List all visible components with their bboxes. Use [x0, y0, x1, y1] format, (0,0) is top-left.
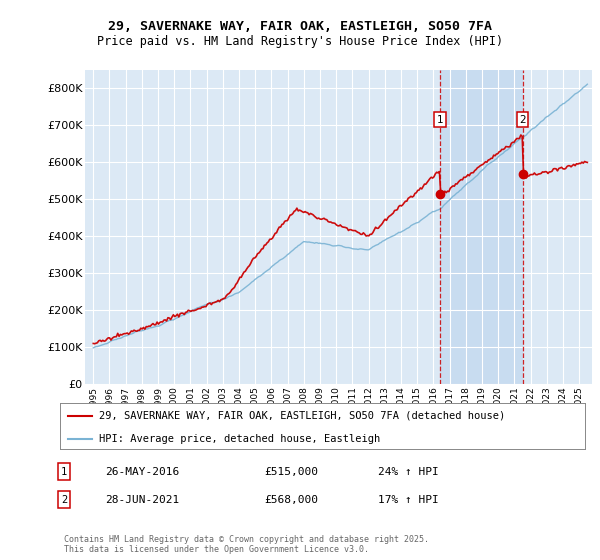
Text: Contains HM Land Registry data © Crown copyright and database right 2025.
This d: Contains HM Land Registry data © Crown c…	[64, 535, 429, 554]
Text: £515,000: £515,000	[264, 466, 318, 477]
Text: 28-JUN-2021: 28-JUN-2021	[105, 494, 179, 505]
Text: 26-MAY-2016: 26-MAY-2016	[105, 466, 179, 477]
Text: 2: 2	[519, 115, 526, 125]
Text: 17% ↑ HPI: 17% ↑ HPI	[378, 494, 439, 505]
Text: Price paid vs. HM Land Registry's House Price Index (HPI): Price paid vs. HM Land Registry's House …	[97, 35, 503, 48]
Text: 1: 1	[61, 466, 67, 477]
Text: 2: 2	[61, 494, 67, 505]
Text: 1: 1	[437, 115, 443, 125]
Text: 24% ↑ HPI: 24% ↑ HPI	[378, 466, 439, 477]
Text: 29, SAVERNAKE WAY, FAIR OAK, EASTLEIGH, SO50 7FA (detached house): 29, SAVERNAKE WAY, FAIR OAK, EASTLEIGH, …	[100, 410, 506, 421]
Bar	[440, 70, 523, 384]
Text: £568,000: £568,000	[264, 494, 318, 505]
Text: 29, SAVERNAKE WAY, FAIR OAK, EASTLEIGH, SO50 7FA: 29, SAVERNAKE WAY, FAIR OAK, EASTLEIGH, …	[108, 20, 492, 32]
Text: HPI: Average price, detached house, Eastleigh: HPI: Average price, detached house, East…	[100, 434, 380, 444]
